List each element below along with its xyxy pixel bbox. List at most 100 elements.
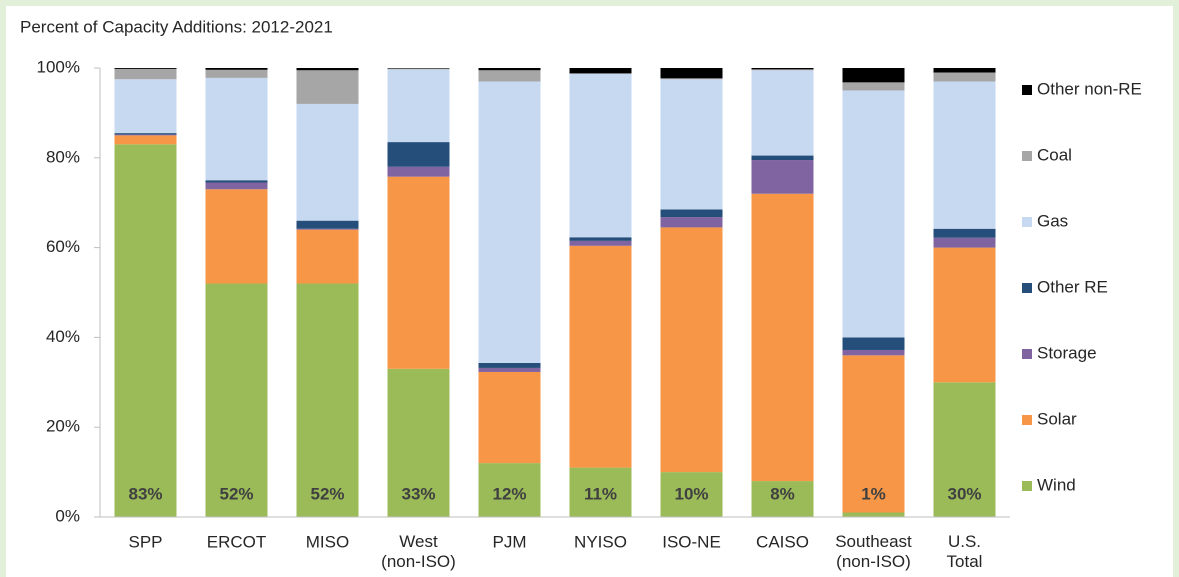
bar-segment — [751, 193, 814, 482]
bar-segment — [387, 368, 450, 517]
bar-segment — [478, 362, 541, 368]
bar-segment — [114, 68, 177, 69]
legend-swatch — [1022, 85, 1032, 95]
bar-segment — [478, 463, 541, 517]
data-label: 1% — [861, 484, 886, 503]
x-tick-label: ERCOT — [207, 532, 267, 551]
bar-segment — [114, 144, 177, 517]
legend-swatch — [1022, 151, 1032, 161]
bar-segment — [205, 180, 268, 183]
bar-segment — [387, 176, 450, 369]
x-tick-label: Southeast (non-ISO) — [835, 532, 912, 571]
bar-segment — [114, 133, 177, 135]
bar-segment — [296, 103, 359, 221]
bar-segment — [478, 81, 541, 363]
y-tick-label: 80% — [46, 147, 80, 166]
bar-segment — [751, 68, 814, 70]
data-label: 12% — [492, 484, 526, 503]
legend-label: Other non-RE — [1037, 79, 1142, 98]
bar-segment — [205, 182, 268, 190]
data-label: 52% — [310, 484, 344, 503]
bar-segment — [933, 382, 996, 517]
bar-segment — [114, 135, 177, 145]
bar-segment — [569, 245, 632, 468]
bar-segment — [569, 68, 632, 74]
bar-segment — [296, 68, 359, 71]
bar-segment — [569, 467, 632, 517]
bar-segment — [933, 228, 996, 238]
bar-segment — [660, 78, 723, 80]
y-tick-label: 100% — [37, 57, 80, 76]
bar-segment — [569, 237, 632, 241]
bar-segment — [933, 68, 996, 73]
bar-segment — [569, 73, 632, 238]
y-tick-label: 40% — [46, 327, 80, 346]
y-tick-label: 60% — [46, 237, 80, 256]
bar-segment — [478, 371, 541, 464]
bar-segment — [660, 68, 723, 79]
bar-segment — [842, 512, 905, 517]
bar-segment — [933, 247, 996, 383]
bar-segment — [114, 68, 177, 80]
data-label: 11% — [584, 484, 617, 503]
bar-segment — [205, 77, 268, 181]
bar-segment — [478, 367, 541, 372]
bar-segment — [660, 472, 723, 517]
legend-swatch — [1022, 217, 1032, 227]
x-tick-label: PJM — [493, 532, 527, 551]
data-label: 10% — [674, 484, 708, 503]
x-tick-label: SPP — [128, 532, 162, 551]
bar-segment — [296, 228, 359, 230]
bar-segment — [751, 160, 814, 194]
legend-swatch — [1022, 283, 1032, 293]
legend-swatch — [1022, 349, 1032, 359]
data-label: 83% — [128, 484, 162, 503]
bar-segment — [933, 237, 996, 248]
bar-segment — [842, 82, 905, 91]
bar-segment — [842, 337, 905, 350]
bar-segment — [933, 81, 996, 229]
bar-segment — [296, 220, 359, 229]
bar-segment — [660, 217, 723, 228]
data-label: 33% — [401, 484, 435, 503]
bar-segment — [842, 68, 905, 83]
legend-label: Storage — [1037, 343, 1097, 362]
bar-segment — [842, 90, 905, 338]
bar-segment — [387, 166, 450, 177]
x-tick-label: NYISO — [574, 532, 627, 551]
bar-segment — [751, 70, 814, 156]
bar-segment — [296, 283, 359, 517]
data-label: 8% — [770, 484, 795, 503]
bar-segment — [387, 69, 450, 143]
bar-segment — [842, 349, 905, 356]
bar-segment — [205, 283, 268, 517]
bar-segment — [660, 227, 723, 473]
legend-swatch — [1022, 481, 1032, 491]
data-label: 30% — [947, 484, 981, 503]
legend-label: Wind — [1037, 475, 1076, 494]
bar-segment — [660, 209, 723, 218]
x-tick-label: MISO — [306, 532, 349, 551]
bar-segment — [751, 69, 814, 71]
y-tick-label: 0% — [55, 506, 80, 525]
bar-segment — [751, 481, 814, 517]
bar-segment — [296, 70, 359, 104]
bar-segment — [114, 134, 177, 136]
bar-segment — [114, 79, 177, 134]
chart-title: Percent of Capacity Additions: 2012-2021 — [20, 17, 333, 36]
bar-segment — [569, 240, 632, 246]
bar-segment — [751, 155, 814, 161]
legend-label: Gas — [1037, 211, 1068, 230]
x-tick-label: U.S. Total — [947, 532, 983, 571]
bar-segment — [478, 70, 541, 82]
x-tick-label: West (non-ISO) — [381, 532, 456, 571]
bar-segment — [296, 229, 359, 284]
x-tick-label: ISO-NE — [662, 532, 721, 551]
legend-label: Other RE — [1037, 277, 1108, 296]
legend-swatch — [1022, 415, 1032, 425]
legend-label: Coal — [1037, 145, 1072, 164]
bar-segment — [478, 68, 541, 71]
bar-segment — [387, 142, 450, 167]
bar-segment — [842, 355, 905, 513]
